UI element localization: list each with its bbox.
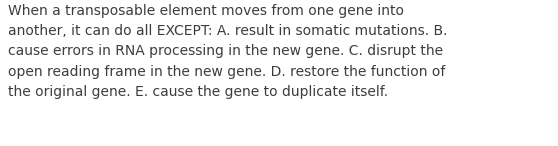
Text: When a transposable element moves from one gene into
another, it can do all EXCE: When a transposable element moves from o… bbox=[8, 4, 448, 99]
